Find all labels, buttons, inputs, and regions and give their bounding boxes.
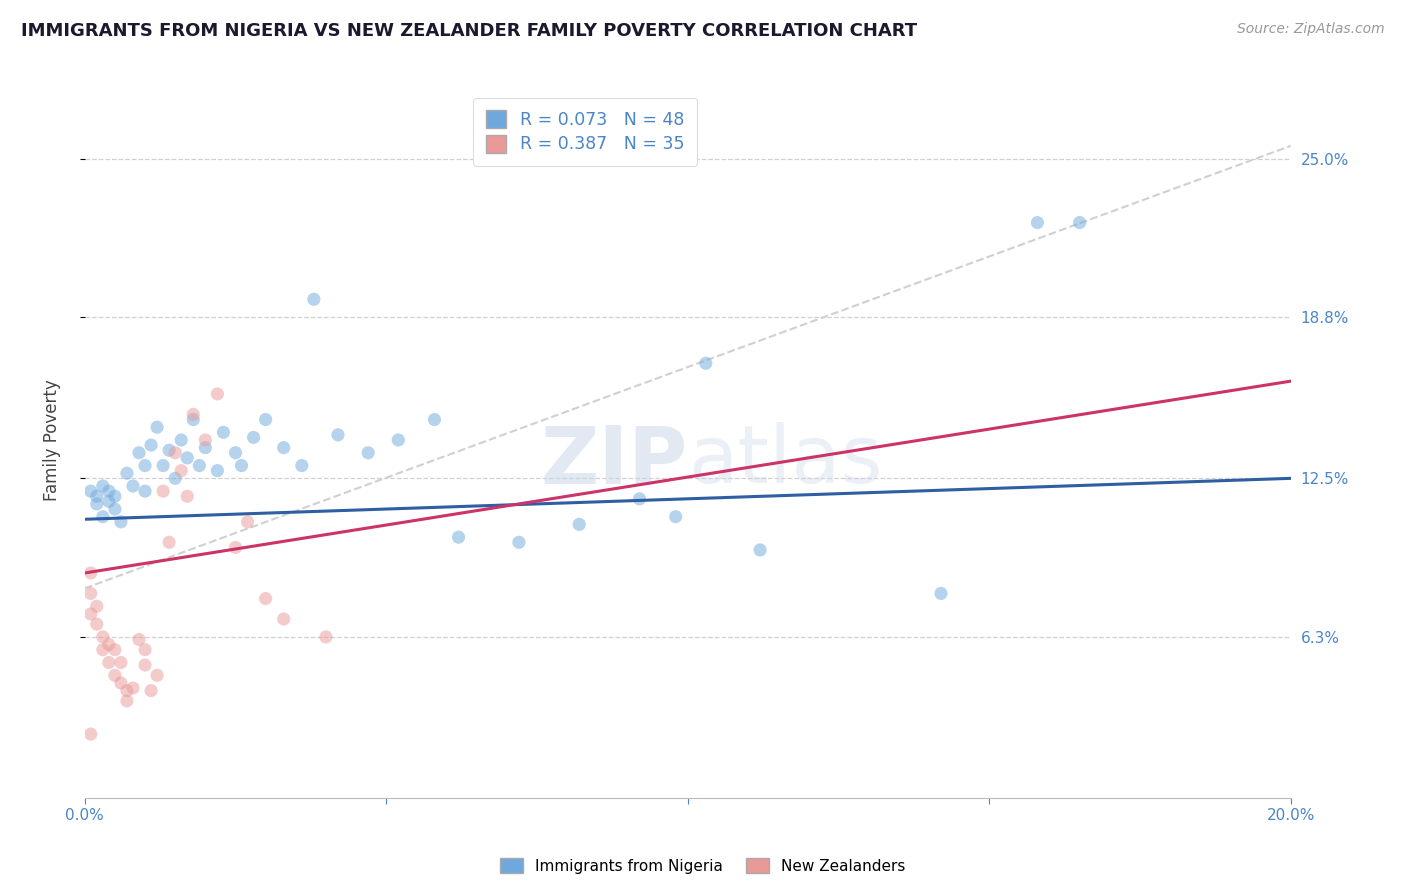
Point bbox=[929, 586, 952, 600]
Point bbox=[122, 479, 145, 493]
Point bbox=[104, 502, 127, 516]
Point bbox=[231, 458, 253, 473]
Point bbox=[115, 694, 138, 708]
Point bbox=[254, 591, 277, 606]
Point bbox=[115, 683, 138, 698]
Text: atlas: atlas bbox=[688, 423, 882, 500]
Point bbox=[91, 630, 114, 644]
Point bbox=[508, 535, 530, 549]
Point bbox=[242, 430, 264, 444]
Point bbox=[152, 484, 174, 499]
Point bbox=[387, 433, 409, 447]
Point bbox=[146, 420, 169, 434]
Point bbox=[170, 433, 193, 447]
Point bbox=[236, 515, 259, 529]
Legend: Immigrants from Nigeria, New Zealanders: Immigrants from Nigeria, New Zealanders bbox=[494, 852, 912, 880]
Point bbox=[110, 656, 132, 670]
Point bbox=[423, 412, 446, 426]
Point bbox=[128, 632, 150, 647]
Point bbox=[86, 497, 108, 511]
Legend: R = 0.073   N = 48, R = 0.387   N = 35: R = 0.073 N = 48, R = 0.387 N = 35 bbox=[474, 98, 697, 166]
Point bbox=[1069, 216, 1091, 230]
Point bbox=[139, 438, 162, 452]
Point bbox=[91, 479, 114, 493]
Point bbox=[134, 642, 156, 657]
Point bbox=[447, 530, 470, 544]
Point bbox=[97, 656, 120, 670]
Point bbox=[181, 412, 204, 426]
Point bbox=[86, 599, 108, 614]
Point bbox=[110, 676, 132, 690]
Point bbox=[80, 566, 103, 580]
Point bbox=[1026, 216, 1049, 230]
Point bbox=[315, 630, 337, 644]
Point bbox=[86, 617, 108, 632]
Point bbox=[749, 543, 772, 558]
Point bbox=[91, 509, 114, 524]
Point bbox=[273, 441, 295, 455]
Point bbox=[80, 727, 103, 741]
Point bbox=[134, 458, 156, 473]
Point bbox=[80, 484, 103, 499]
Point bbox=[80, 607, 103, 621]
Point bbox=[665, 509, 688, 524]
Point bbox=[104, 642, 127, 657]
Point bbox=[212, 425, 235, 440]
Point bbox=[115, 467, 138, 481]
Point bbox=[302, 293, 325, 307]
Point bbox=[97, 484, 120, 499]
Point bbox=[128, 446, 150, 460]
Point bbox=[207, 387, 229, 401]
Point bbox=[134, 658, 156, 673]
Point bbox=[254, 412, 277, 426]
Point bbox=[104, 668, 127, 682]
Point bbox=[224, 446, 246, 460]
Point bbox=[165, 471, 187, 485]
Point bbox=[273, 612, 295, 626]
Text: ZIP: ZIP bbox=[540, 423, 688, 500]
Y-axis label: Family Poverty: Family Poverty bbox=[44, 379, 60, 500]
Point bbox=[152, 458, 174, 473]
Text: IMMIGRANTS FROM NIGERIA VS NEW ZEALANDER FAMILY POVERTY CORRELATION CHART: IMMIGRANTS FROM NIGERIA VS NEW ZEALANDER… bbox=[21, 22, 917, 40]
Point bbox=[146, 668, 169, 682]
Point bbox=[628, 491, 651, 506]
Point bbox=[139, 683, 162, 698]
Point bbox=[568, 517, 591, 532]
Point bbox=[170, 464, 193, 478]
Point bbox=[157, 443, 180, 458]
Point bbox=[110, 515, 132, 529]
Point bbox=[91, 642, 114, 657]
Point bbox=[134, 484, 156, 499]
Point bbox=[695, 356, 717, 370]
Point bbox=[194, 441, 217, 455]
Point bbox=[176, 450, 198, 465]
Point bbox=[194, 433, 217, 447]
Point bbox=[176, 489, 198, 503]
Point bbox=[326, 428, 349, 442]
Point bbox=[157, 535, 180, 549]
Point bbox=[104, 489, 127, 503]
Point bbox=[181, 408, 204, 422]
Point bbox=[165, 446, 187, 460]
Point bbox=[207, 464, 229, 478]
Text: Source: ZipAtlas.com: Source: ZipAtlas.com bbox=[1237, 22, 1385, 37]
Point bbox=[97, 494, 120, 508]
Point bbox=[188, 458, 211, 473]
Point bbox=[97, 638, 120, 652]
Point bbox=[80, 586, 103, 600]
Point bbox=[86, 489, 108, 503]
Point bbox=[357, 446, 380, 460]
Point bbox=[122, 681, 145, 695]
Point bbox=[224, 541, 246, 555]
Point bbox=[291, 458, 314, 473]
